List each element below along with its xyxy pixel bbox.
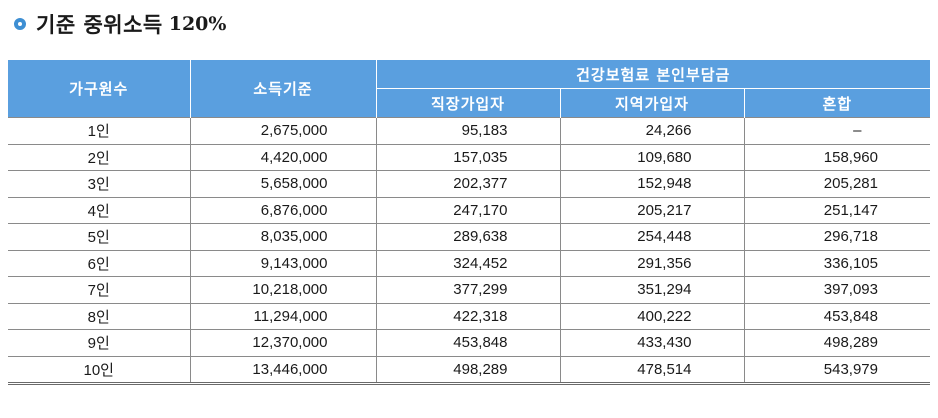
cell-mixed: 296,718	[743, 223, 930, 251]
cell-mixed: 397,093	[743, 276, 930, 304]
cell-income: 9,143,000	[189, 250, 376, 277]
cell-mixed: –	[743, 117, 930, 145]
cell-work: 498,289	[375, 356, 560, 385]
table-row: 6인 9,143,000 324,452 291,356 336,105	[8, 250, 930, 277]
header-mixed: 혼합	[743, 88, 930, 118]
header-insurance-group: 건강보험료 본인부담금	[375, 60, 930, 89]
section-title-percent: 120%	[168, 13, 227, 35]
table-row: 3인 5,658,000 202,377 152,948 205,281	[8, 170, 930, 198]
cell-region: 152,948	[559, 170, 744, 198]
cell-mixed: 251,147	[743, 197, 930, 224]
cell-region: 205,217	[559, 197, 744, 224]
table-body: 1인 2,675,000 95,183 24,266–2인 4,420,000 157,0…	[8, 117, 930, 385]
cell-household: 6인	[8, 250, 190, 277]
cell-mixed: 498,289	[743, 329, 930, 357]
cell-income: 2,675,000	[189, 117, 376, 145]
cell-work: 289,638	[375, 223, 560, 251]
cell-region: 433,430	[559, 329, 744, 357]
table-row: 4인 6,876,000 247,170 205,217 251,147	[8, 197, 930, 224]
cell-income: 11,294,000	[189, 303, 376, 330]
header-region: 지역가입자	[559, 88, 745, 118]
table-row: 2인 4,420,000 157,035 109,680 158,960	[8, 144, 930, 171]
cell-region: 478,514	[559, 356, 744, 385]
cell-work: 324,452	[375, 250, 560, 277]
cell-household: 5인	[8, 223, 190, 251]
cell-region: 254,448	[559, 223, 744, 251]
table-row: 7인 10,218,000 377,299 351,294 397,093	[8, 276, 930, 304]
section-title-text: 기준 중위소득	[36, 13, 163, 37]
cell-mixed: 158,960	[743, 144, 930, 171]
header-work: 직장가입자	[376, 88, 561, 118]
cell-work: 247,170	[375, 197, 560, 224]
table-row: 1인 2,675,000 95,183 24,266–	[8, 117, 930, 145]
cell-region: 400,222	[559, 303, 744, 330]
cell-household: 7인	[8, 276, 190, 304]
cell-income: 6,876,000	[189, 197, 376, 224]
cell-household: 1인	[8, 117, 190, 145]
cell-household: 4인	[8, 197, 190, 224]
cell-work: 95,183	[375, 117, 560, 145]
header-income: 소득기준	[189, 60, 377, 118]
header-household: 가구원수	[8, 60, 191, 118]
table-header: 가구원수 소득기준 건강보험료 본인부담금 직장가입자 지역가입자 혼합	[8, 60, 930, 118]
cell-mixed: 543,979	[743, 356, 930, 385]
table-row: 5인 8,035,000 289,638 254,448 296,718	[8, 223, 930, 251]
cell-mixed: 453,848	[743, 303, 930, 330]
cell-region: 109,680	[559, 144, 744, 171]
table-row: 9인 12,370,000 453,848 433,430 498,289	[8, 329, 930, 357]
section-title: 기준 중위소득 120%	[14, 9, 226, 39]
cell-income: 13,446,000	[189, 356, 376, 385]
cell-region: 351,294	[559, 276, 744, 304]
cell-household: 9인	[8, 329, 190, 357]
cell-income: 8,035,000	[189, 223, 376, 251]
cell-household: 10인	[8, 356, 190, 385]
cell-work: 157,035	[375, 144, 560, 171]
cell-income: 5,658,000	[189, 170, 376, 198]
cell-mixed: 205,281	[743, 170, 930, 198]
cell-household: 3인	[8, 170, 190, 198]
cell-work: 377,299	[375, 276, 560, 304]
cell-income: 4,420,000	[189, 144, 376, 171]
cell-income: 12,370,000	[189, 329, 376, 357]
cell-work: 202,377	[375, 170, 560, 198]
median-income-table: 가구원수 소득기준 건강보험료 본인부담금 직장가입자 지역가입자 혼합 1인 2…	[8, 60, 930, 385]
cell-region: 291,356	[559, 250, 744, 277]
cell-mixed: 336,105	[743, 250, 930, 277]
cell-region: 24,266	[559, 117, 744, 145]
cell-work: 422,318	[375, 303, 560, 330]
cell-household: 2인	[8, 144, 190, 171]
cell-household: 8인	[8, 303, 190, 330]
table-row: 8인 11,294,000 422,318 400,222 453,848	[8, 303, 930, 330]
ring-bullet-icon	[14, 18, 26, 30]
table-row: 10인 13,446,000 498,289 478,514 543,979	[8, 356, 930, 385]
cell-income: 10,218,000	[189, 276, 376, 304]
cell-work: 453,848	[375, 329, 560, 357]
